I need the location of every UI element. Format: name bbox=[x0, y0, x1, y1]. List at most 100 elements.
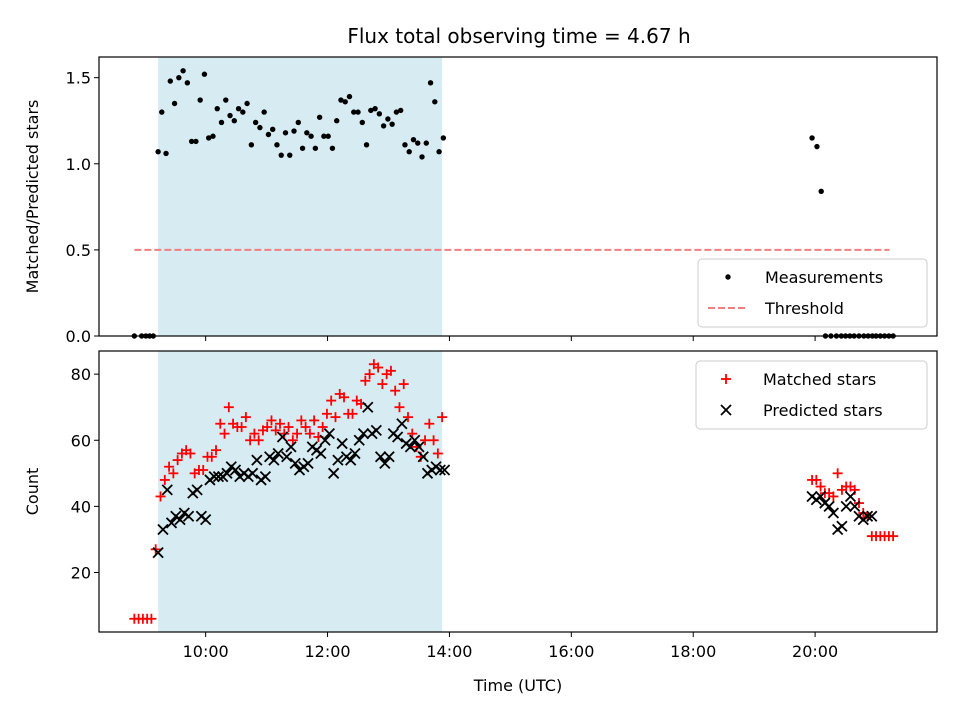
data-point bbox=[206, 135, 212, 141]
x-marker-b bbox=[302, 457, 314, 470]
axes-frame bbox=[98, 350, 938, 633]
legend-box bbox=[695, 360, 928, 430]
x-marker-b bbox=[404, 441, 417, 453]
data-point bbox=[164, 461, 175, 472]
legend: Measurements Threshold bbox=[697, 258, 928, 328]
data-point bbox=[184, 80, 191, 86]
data-point bbox=[262, 422, 273, 433]
data-point bbox=[171, 100, 178, 107]
data-point bbox=[197, 97, 203, 103]
data-point bbox=[257, 124, 263, 131]
data-point bbox=[161, 484, 173, 496]
data-point bbox=[428, 435, 439, 446]
x-tick-label: 12:00 bbox=[304, 642, 350, 661]
x-marker-b bbox=[212, 470, 225, 483]
data-point bbox=[427, 80, 434, 86]
data-point bbox=[321, 133, 327, 139]
data-point bbox=[404, 441, 417, 453]
x-marker-b bbox=[315, 447, 327, 460]
data-point bbox=[424, 418, 435, 429]
data-point bbox=[309, 415, 320, 426]
x-marker-b bbox=[276, 431, 289, 443]
x-marker-b bbox=[370, 424, 382, 436]
data-point bbox=[231, 118, 237, 124]
x-marker-b bbox=[345, 454, 357, 466]
data-point bbox=[374, 451, 387, 463]
x-tick-label: 14:00 bbox=[426, 642, 472, 661]
data-point bbox=[436, 149, 442, 155]
data-point bbox=[417, 451, 429, 463]
data-point bbox=[246, 467, 259, 479]
data-point bbox=[347, 408, 358, 419]
x-marker-b bbox=[823, 500, 835, 513]
data-point bbox=[888, 531, 899, 542]
x-marker-b bbox=[391, 431, 404, 443]
x-marker-b bbox=[191, 484, 203, 496]
data-point bbox=[210, 133, 216, 139]
data-point bbox=[319, 434, 331, 446]
data-point bbox=[330, 412, 341, 423]
x-marker-b bbox=[268, 454, 280, 466]
data-point bbox=[300, 422, 311, 433]
x-marker-b bbox=[161, 484, 173, 496]
data-point bbox=[176, 74, 182, 81]
data-point bbox=[253, 435, 264, 446]
data-point bbox=[325, 133, 331, 139]
x-marker-b bbox=[208, 470, 220, 483]
legend-label-measurements: Measurements bbox=[765, 268, 883, 287]
data-point bbox=[291, 128, 297, 134]
x-tick-label: 16:00 bbox=[548, 642, 594, 661]
data-point bbox=[244, 100, 250, 107]
x-marker-b bbox=[336, 437, 348, 450]
data-point bbox=[285, 441, 297, 453]
data-point bbox=[252, 119, 259, 126]
data-point bbox=[279, 428, 290, 439]
data-point bbox=[397, 107, 404, 114]
x-marker-b bbox=[396, 418, 408, 430]
ratio-panel: 0.0 0.5 1.0 1.5 Matched/Predicted stars Measu… bbox=[23, 56, 938, 346]
x-marker-b bbox=[434, 464, 446, 476]
data-point bbox=[828, 491, 839, 502]
data-point bbox=[326, 395, 337, 406]
x-marker-b bbox=[836, 520, 848, 532]
data-point bbox=[295, 119, 301, 126]
x-marker-b bbox=[357, 428, 370, 440]
data-point bbox=[396, 418, 408, 430]
y-tick-label: 1.5 bbox=[66, 69, 91, 88]
data-point bbox=[383, 451, 395, 463]
legend-label-predicted-stars: Predicted stars bbox=[763, 401, 883, 420]
x-marker-b bbox=[438, 464, 451, 476]
x-marker-b bbox=[353, 434, 365, 446]
x-marker-b bbox=[200, 513, 212, 526]
data-point bbox=[339, 392, 350, 403]
x-marker-b bbox=[849, 500, 861, 513]
x-marker-b bbox=[417, 451, 429, 463]
data-point bbox=[415, 140, 421, 146]
data-point bbox=[214, 105, 220, 112]
x-marker-b bbox=[332, 454, 344, 466]
data-point bbox=[844, 490, 857, 503]
data-point bbox=[345, 454, 357, 466]
data-point bbox=[180, 68, 186, 74]
y-axis-label: Count bbox=[23, 468, 42, 516]
data-point bbox=[282, 130, 289, 136]
count-panel: 20 40 60 80 10:00 12:00 14:00 16:00 18:00 20:00 Co… bbox=[23, 350, 938, 695]
data-point bbox=[152, 547, 164, 559]
data-point bbox=[315, 447, 327, 460]
legend-label-threshold: Threshold bbox=[764, 299, 844, 318]
x-marker-b bbox=[157, 523, 169, 536]
data-point bbox=[423, 140, 429, 146]
data-point bbox=[363, 142, 370, 148]
data-point bbox=[362, 401, 374, 413]
data-point bbox=[389, 121, 395, 127]
data-point bbox=[268, 454, 280, 466]
data-point bbox=[385, 116, 391, 122]
data-point bbox=[323, 428, 336, 440]
data-point bbox=[240, 412, 251, 423]
data-point bbox=[218, 119, 225, 126]
x-marker-b bbox=[152, 547, 164, 559]
data-point bbox=[245, 435, 256, 446]
data-point bbox=[215, 418, 226, 429]
y-axis-label: Matched/Predicted stars bbox=[23, 100, 42, 294]
data-point bbox=[312, 145, 319, 151]
